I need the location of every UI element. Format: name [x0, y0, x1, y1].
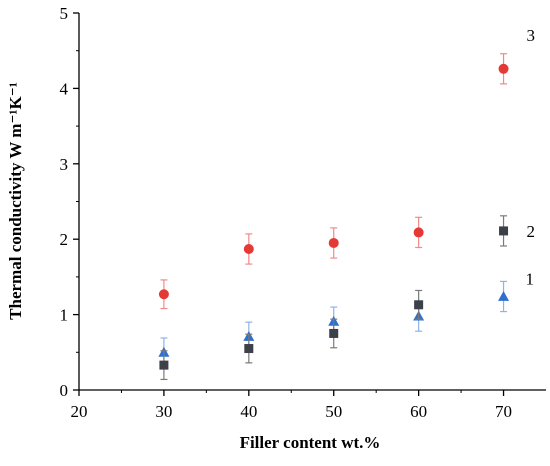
y-tick-label: 5: [60, 4, 69, 23]
y-tick-label: 0: [60, 381, 69, 400]
axes: 20 30 40 50 60 70 0 1 2 3 4 5: [60, 4, 546, 421]
series-label-2: 2: [527, 222, 536, 241]
data-point: [498, 291, 510, 301]
data-point: [328, 237, 339, 248]
y-axis-title: Thermal conductivity W m⁻¹K⁻¹: [6, 82, 25, 320]
y-tick-label: 2: [60, 230, 69, 249]
series-3: [158, 53, 509, 310]
data-point: [499, 226, 509, 236]
y-tick-label: 3: [60, 155, 69, 174]
y-tick-label: 1: [60, 306, 69, 325]
x-tick-label: 30: [155, 402, 172, 421]
data-point: [243, 244, 254, 255]
data-point: [414, 300, 424, 310]
x-tick-label: 60: [410, 402, 427, 421]
x-tick-label: 70: [495, 402, 512, 421]
x-tick-label: 40: [240, 402, 257, 421]
data-point: [159, 360, 169, 370]
data-point: [498, 63, 509, 74]
series-label-3: 3: [527, 26, 536, 45]
y-tick-label: 4: [60, 79, 69, 98]
x-tick-label: 20: [71, 402, 88, 421]
x-tick-label: 50: [325, 402, 342, 421]
data-point: [329, 328, 339, 338]
data-point: [413, 227, 424, 238]
series-label-1: 1: [526, 270, 535, 289]
data-point: [158, 289, 169, 300]
chart-marks: 1 2 3: [158, 26, 536, 381]
x-axis-title: Filler content wt.%: [240, 433, 381, 452]
series-2: [159, 215, 509, 381]
data-point: [244, 344, 254, 354]
